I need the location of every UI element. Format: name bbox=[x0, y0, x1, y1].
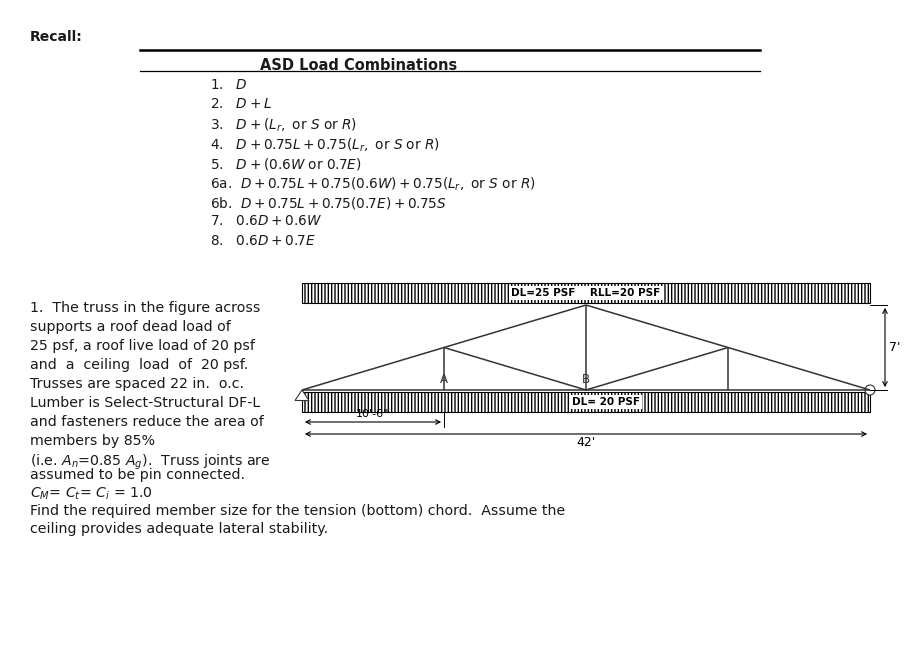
Text: 7': 7' bbox=[888, 341, 899, 354]
Text: B: B bbox=[581, 373, 589, 386]
Text: 7.   $0.6D + 0.6W$: 7. $0.6D + 0.6W$ bbox=[210, 214, 322, 228]
Text: and fasteners reduce the area of: and fasteners reduce the area of bbox=[30, 415, 263, 429]
Polygon shape bbox=[294, 390, 309, 401]
Text: Find the required member size for the tension (bottom) chord.  Assume the: Find the required member size for the te… bbox=[30, 504, 565, 518]
Text: 3.   $D + (L_r,$ or $S$ or $R)$: 3. $D + (L_r,$ or $S$ or $R)$ bbox=[210, 117, 356, 134]
Circle shape bbox=[864, 385, 874, 395]
Text: ASD Load Combinations: ASD Load Combinations bbox=[260, 58, 456, 73]
Text: Trusses are spaced 22 in.  o.c.: Trusses are spaced 22 in. o.c. bbox=[30, 377, 244, 391]
Text: Lumber is Select-Structural DF-L: Lumber is Select-Structural DF-L bbox=[30, 396, 260, 410]
Bar bbox=[302, 283, 869, 303]
Text: 10'-6": 10'-6" bbox=[356, 409, 389, 419]
Text: A: A bbox=[439, 373, 447, 386]
Text: DL= 20 PSF: DL= 20 PSF bbox=[571, 397, 640, 407]
Text: (i.e. $A_n$=0.85 $A_g$).  Truss joints are: (i.e. $A_n$=0.85 $A_g$). Truss joints ar… bbox=[30, 453, 271, 472]
Text: 1.  The truss in the figure across: 1. The truss in the figure across bbox=[30, 301, 260, 315]
Text: 1.   $D$: 1. $D$ bbox=[210, 78, 248, 92]
Text: $C_M$= $C_t$= $C_i$ = 1.0: $C_M$= $C_t$= $C_i$ = 1.0 bbox=[30, 486, 153, 502]
Text: supports a roof dead load of: supports a roof dead load of bbox=[30, 320, 230, 334]
Text: members by 85%: members by 85% bbox=[30, 434, 155, 448]
Text: 5.   $D + (0.6W$ or $0.7E)$: 5. $D + (0.6W$ or $0.7E)$ bbox=[210, 156, 362, 172]
Text: DL=25 PSF    RLL=20 PSF: DL=25 PSF RLL=20 PSF bbox=[511, 288, 660, 298]
Text: 4.   $D + 0.75L + 0.75(L_r,$ or $S$ or $R)$: 4. $D + 0.75L + 0.75(L_r,$ or $S$ or $R)… bbox=[210, 136, 439, 154]
Text: 6a.  $D + 0.75L + 0.75(0.6W) + 0.75(L_r,$ or $S$ or $R)$: 6a. $D + 0.75L + 0.75(0.6W) + 0.75(L_r,$… bbox=[210, 176, 535, 193]
Text: Recall:: Recall: bbox=[30, 30, 83, 44]
Text: 8.   $0.6D + 0.7E$: 8. $0.6D + 0.7E$ bbox=[210, 234, 316, 248]
Bar bbox=[302, 392, 869, 412]
Text: 42': 42' bbox=[576, 436, 595, 449]
Text: and  a  ceiling  load  of  20 psf.: and a ceiling load of 20 psf. bbox=[30, 358, 248, 372]
Text: ceiling provides adequate lateral stability.: ceiling provides adequate lateral stabil… bbox=[30, 522, 328, 536]
Text: 25 psf, a roof live load of 20 psf: 25 psf, a roof live load of 20 psf bbox=[30, 339, 254, 353]
Text: assumed to be pin connected.: assumed to be pin connected. bbox=[30, 468, 245, 482]
Text: 2.   $D + L$: 2. $D + L$ bbox=[210, 98, 271, 112]
Text: 6b.  $D + 0.75L + 0.75(0.7E) + 0.75S$: 6b. $D + 0.75L + 0.75(0.7E) + 0.75S$ bbox=[210, 195, 446, 211]
